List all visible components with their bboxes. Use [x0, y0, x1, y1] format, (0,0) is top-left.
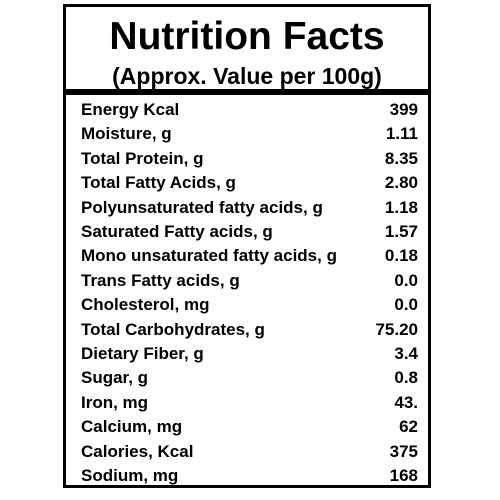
nutrient-name: Cholesterol, mg [81, 295, 210, 315]
nutrient-name: Total Protein, g [81, 148, 204, 168]
nutrient-value: 1.57 [384, 222, 418, 241]
nutrient-name: Energy Kcal [81, 100, 180, 119]
nutrient-name: Moisture, g [81, 124, 172, 144]
nutrient-row: Cholesterol, mg 0.0 [66, 293, 428, 317]
nutrient-name: Dietary Fiber, g [81, 344, 204, 363]
nutrient-name: Total Carbohydrates, g [81, 319, 265, 339]
nutrient-value: 3.4 [394, 344, 418, 363]
nutrient-name: Iron, mg [81, 392, 149, 412]
nutrient-value: 75.20 [375, 319, 418, 339]
nutrition-facts-label: Nutrition Facts (Approx. Value per 100g)… [63, 4, 431, 488]
nutrient-row: Total Fatty Acids, g 2.80 [66, 171, 428, 195]
nutrient-name: Mono unsaturated fatty acids, g [81, 246, 337, 266]
nutrient-row: Saturated Fatty acids, g 1.57 [66, 220, 428, 244]
nutrient-row: Dietary Fiber, g 3.4 [66, 342, 428, 366]
nutrient-value: 1.11 [385, 124, 418, 144]
nutrient-name: Polyunsaturated fatty acids, g [81, 197, 323, 217]
label-title: Nutrition Facts [109, 15, 385, 58]
nutrient-value: 0.8 [394, 368, 418, 388]
nutrient-name: Saturated Fatty acids, g [81, 222, 273, 241]
nutrient-name: Calcium, mg [81, 417, 183, 437]
nutrient-row: Mono unsaturated fatty acids, g 0.18 [66, 244, 428, 268]
nutrient-name: Calories, Kcal [81, 441, 194, 461]
nutrient-value: 375 [389, 441, 418, 461]
nutrient-name: Trans Fatty acids, g [81, 270, 240, 290]
nutrient-row: Total Protein, g 8.35 [66, 147, 428, 171]
nutrient-value: 43. [394, 392, 418, 412]
nutrient-value: 2.80 [384, 173, 418, 193]
nutrient-value: 8.35 [384, 148, 418, 168]
nutrient-row: Polyunsaturated fatty acids, g 1.18 [66, 196, 428, 220]
nutrient-row: Sodium, mg 168 [66, 464, 428, 488]
nutrient-row: Sugar, g 0.8 [66, 366, 428, 390]
nutrient-name: Sodium, mg [81, 466, 179, 485]
nutrient-row: Trans Fatty acids, g 0.0 [66, 269, 428, 293]
nutrient-value: 0.0 [394, 270, 418, 290]
nutrient-name: Total Fatty Acids, g [81, 173, 236, 193]
label-subtitle: (Approx. Value per 100g) [112, 63, 382, 89]
nutrient-value: 62 [399, 417, 418, 437]
nutrient-name: Sugar, g [81, 368, 149, 388]
nutrient-value: 399 [389, 100, 418, 119]
nutrient-row: Calcium, mg 62 [66, 415, 428, 439]
nutrient-row: Calories, Kcal 375 [66, 440, 428, 464]
nutrient-row: Moisture, g 1.11 [66, 122, 428, 146]
nutrient-row: Energy Kcal 399 [66, 98, 428, 122]
nutrient-row: Total Carbohydrates, g 75.20 [66, 318, 428, 342]
nutrient-value: 1.18 [384, 197, 418, 217]
nutrient-value: 0.18 [384, 246, 418, 266]
nutrient-value: 0.0 [394, 295, 418, 315]
nutrient-row: Iron, mg 43. [66, 391, 428, 415]
nutrient-value: 168 [389, 466, 418, 485]
title-divider [66, 89, 428, 95]
